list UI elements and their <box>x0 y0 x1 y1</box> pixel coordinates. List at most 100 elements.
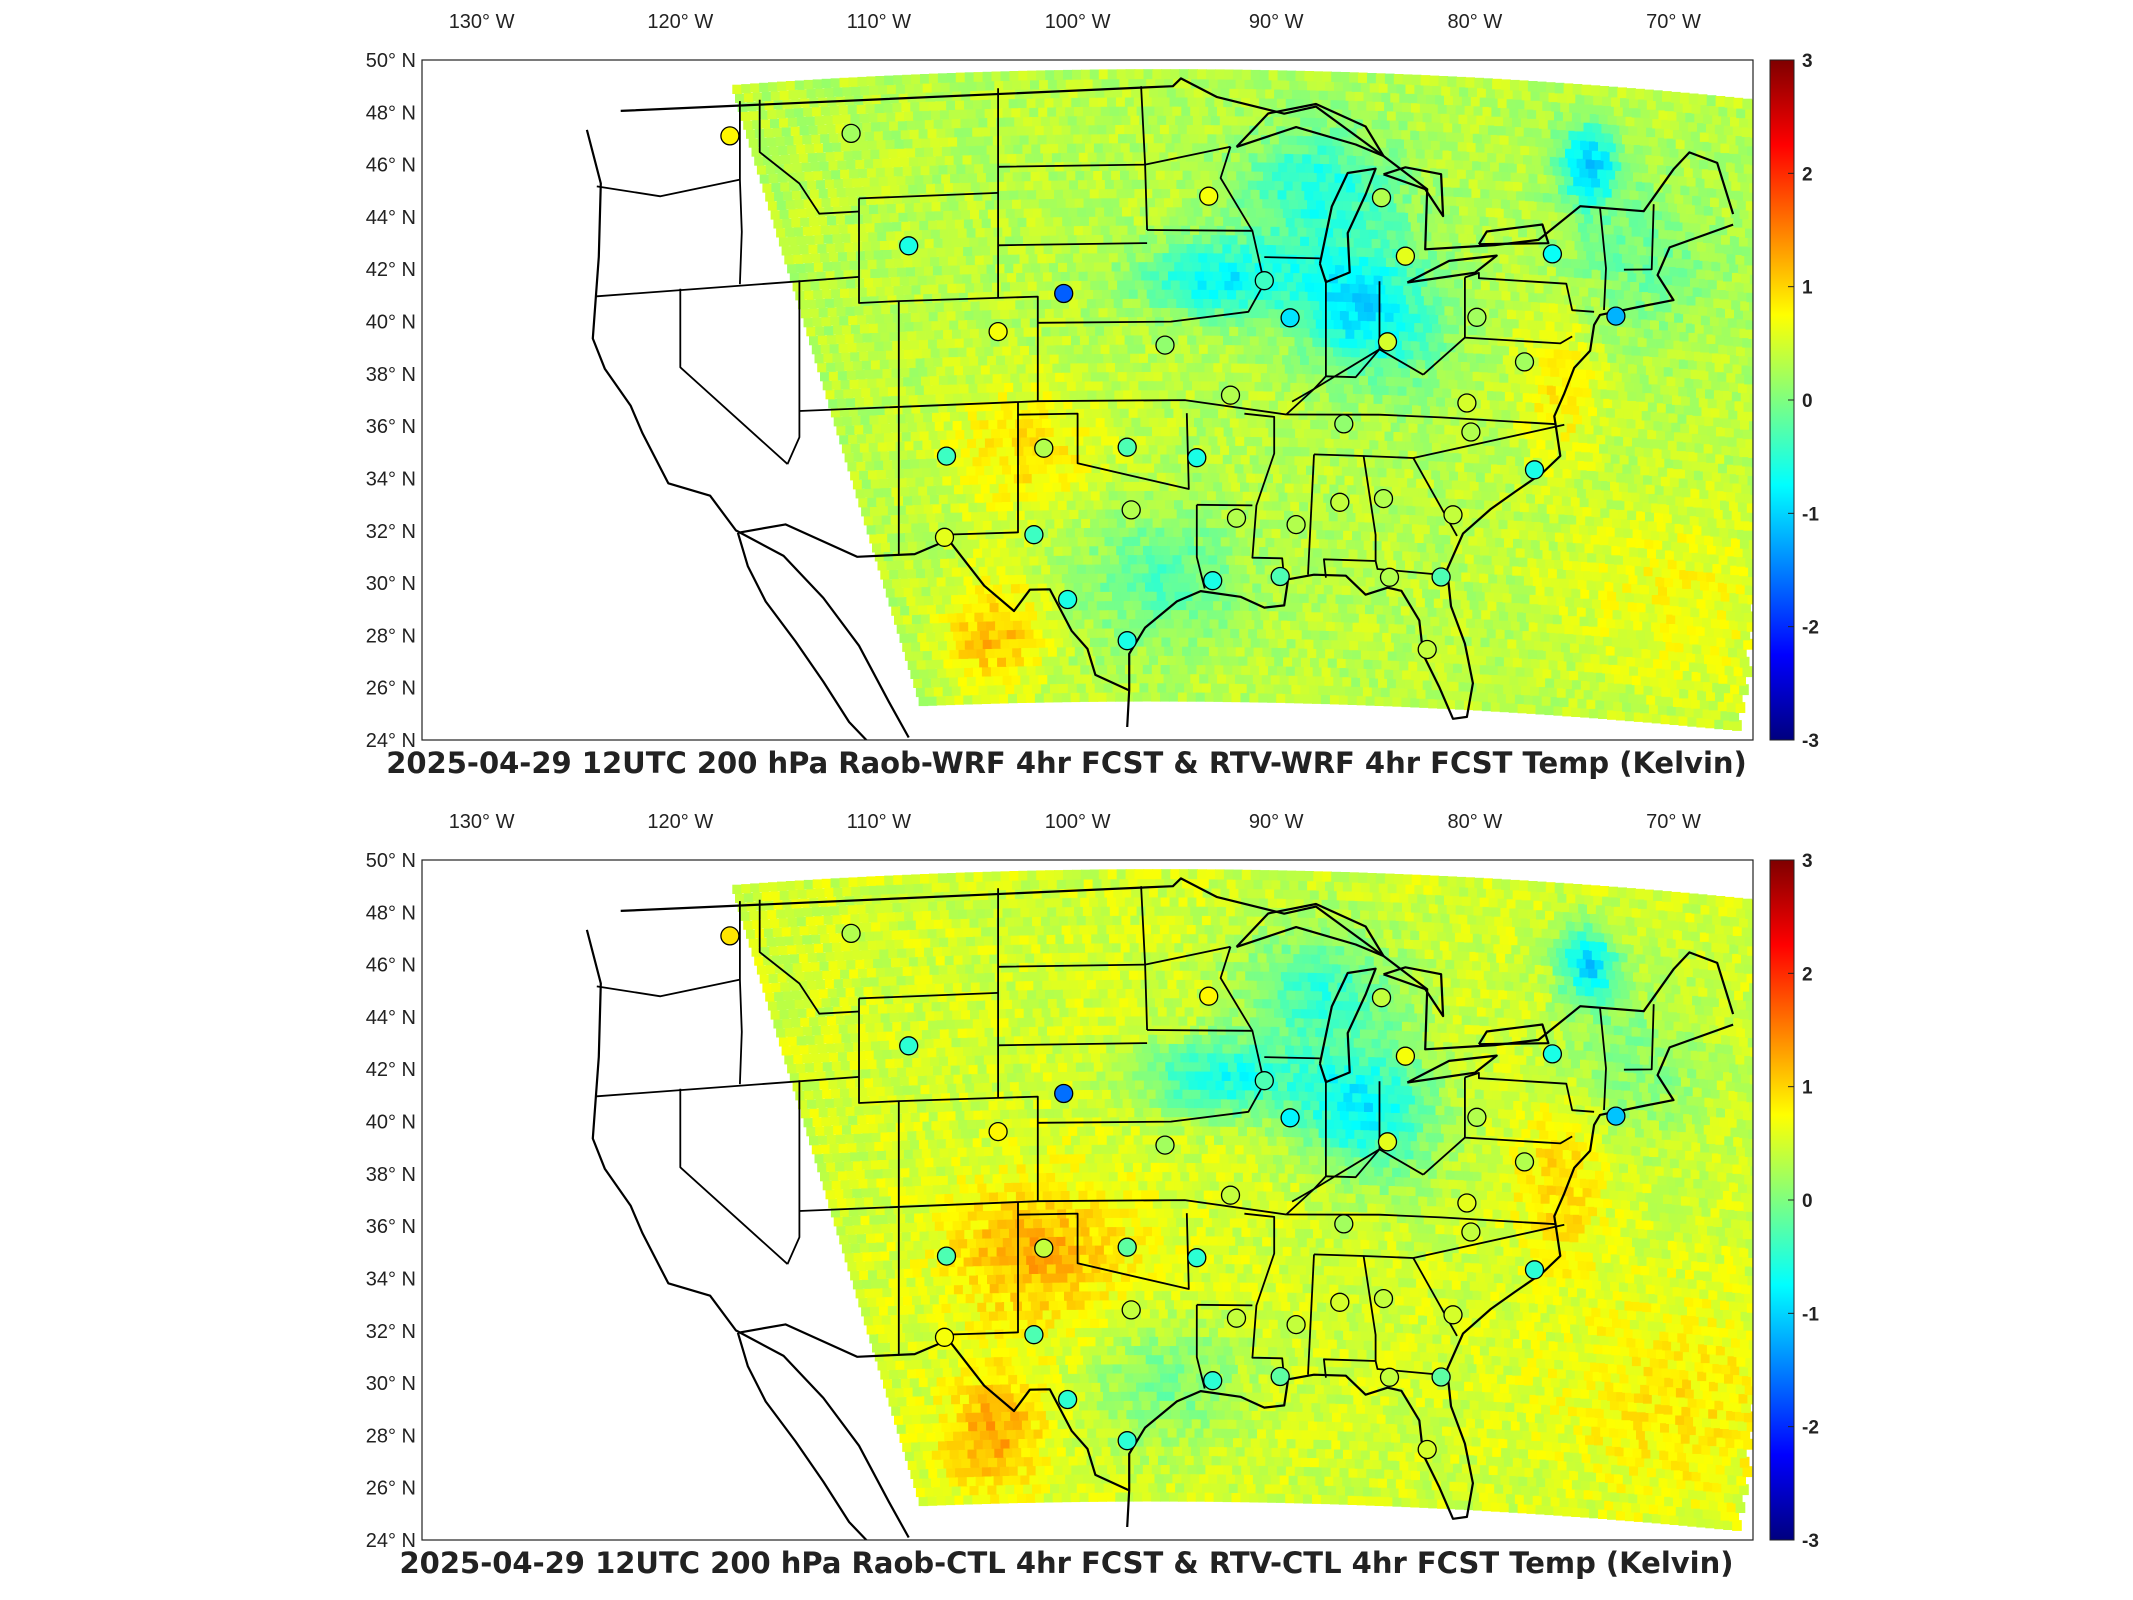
latitude-label: 28° N <box>366 1425 416 1447</box>
latitude-label: 48° N <box>366 902 416 924</box>
raob-station-marker <box>1377 1132 1398 1152</box>
wrf-panel: 130° W 120° W 110° W 100° W 90° W 80° W 70° W 5… <box>366 11 1820 780</box>
wrf-panel-title: 2025-04-29 12UTC 200 hPa Raob-WRF 4hr FC… <box>386 746 1747 780</box>
raob-station-marker <box>1117 1431 1137 1451</box>
raob-station-marker <box>1254 271 1274 291</box>
latitude-label: 24° N <box>366 730 416 752</box>
latitude-label: 46° N <box>366 955 416 977</box>
raob-station-marker <box>1443 505 1463 525</box>
raob-station-marker <box>1226 1308 1247 1328</box>
longitude-label: 110° W <box>847 11 911 33</box>
raob-station-marker <box>841 123 861 144</box>
raob-station-marker <box>1286 1314 1306 1335</box>
longitude-label: 100° W <box>1045 11 1111 33</box>
latitude-label: 24° N <box>366 1530 416 1552</box>
raob-station-marker <box>1121 500 1141 520</box>
raob-station-marker <box>988 321 1008 342</box>
raob-station-marker <box>936 1246 957 1266</box>
raob-station-marker <box>841 923 861 944</box>
raob-station-marker <box>720 126 740 146</box>
raob-station-marker <box>1220 1185 1241 1205</box>
raob-station-marker <box>934 527 955 547</box>
longitude-label: 80° W <box>1448 811 1503 833</box>
raob-station-marker <box>1606 306 1626 326</box>
raob-station-marker <box>1203 1371 1223 1391</box>
raob-station-marker <box>1379 567 1400 587</box>
colorbar-tick-label: 0 <box>1802 1191 1813 1212</box>
latitude-label: 38° N <box>366 1164 416 1186</box>
latitude-label: 40° N <box>366 1112 416 1134</box>
raob-station-marker <box>1187 1248 1207 1268</box>
raob-station-marker <box>1395 246 1416 266</box>
longitude-label: 110° W <box>847 811 911 833</box>
raob-station-marker <box>1057 589 1078 610</box>
colorbar-tick-label: 2 <box>1802 964 1813 985</box>
latitude-label: 36° N <box>366 416 416 438</box>
raob-station-marker <box>1199 186 1219 206</box>
latitude-label: 30° N <box>366 1373 416 1395</box>
colorbar-tick-label: 0 <box>1802 391 1813 412</box>
longitude-label: 70° W <box>1646 811 1701 833</box>
latitude-label: 34° N <box>366 1269 416 1291</box>
raob-station-marker <box>1117 437 1137 457</box>
colorbar-tick-label: 1 <box>1802 278 1813 299</box>
latitude-label: 42° N <box>366 259 416 281</box>
latitude-label: 38° N <box>366 364 416 386</box>
raob-station-marker <box>1117 1237 1137 1257</box>
raob-station-marker <box>1034 1238 1054 1258</box>
raob-station-marker <box>1467 307 1487 327</box>
raob-station-marker <box>1542 244 1563 264</box>
raob-station-marker <box>1457 1193 1477 1213</box>
map-outlines <box>585 77 1735 740</box>
ctl-panel: 130° W 120° W 110° W 100° W 90° W 80° W 70° W 5… <box>0 800 2133 1600</box>
raob-station-marker <box>1371 188 1392 208</box>
colorbar-tick-label: -3 <box>1802 731 1819 752</box>
longitude-label: 120° W <box>647 811 713 833</box>
latitude-label: 42° N <box>366 1059 416 1081</box>
latitude-label: 50° N <box>366 850 416 872</box>
longitude-label: 120° W <box>647 11 713 33</box>
latitude-label: 32° N <box>366 1321 416 1343</box>
raob-station-marker <box>1334 1214 1354 1234</box>
latitude-label: 40° N <box>366 312 416 334</box>
raob-station-marker <box>1187 448 1207 468</box>
raob-station-marker <box>1280 308 1300 328</box>
raob-station-marker <box>1280 1108 1300 1128</box>
raob-station-marker <box>936 446 957 466</box>
latitude-label: 36° N <box>366 1216 416 1238</box>
raob-station-marker <box>1270 1366 1290 1387</box>
longitude-label: 70° W <box>1646 11 1701 33</box>
raob-station-marker <box>1117 631 1137 651</box>
longitude-label: 130° W <box>449 11 515 33</box>
ctl-map-figure: 130° W 120° W 110° W 100° W 90° W 80° W 70° W 5… <box>366 811 1820 1552</box>
colorbar-tick-label: 3 <box>1802 51 1813 72</box>
raob-station-marker <box>934 1327 955 1347</box>
raob-station-marker <box>1226 508 1247 528</box>
raob-station-marker <box>1330 492 1350 512</box>
raob-station-marker <box>720 926 740 946</box>
latitude-label: 44° N <box>366 1007 416 1029</box>
colorbar-tick-label: 2 <box>1802 164 1813 185</box>
raob-station-marker <box>1220 385 1241 405</box>
raob-station-marker <box>1203 571 1223 591</box>
raob-station-marker <box>899 236 919 256</box>
longitude-label: 80° W <box>1448 11 1503 33</box>
latitude-label: 44° N <box>366 207 416 229</box>
latitude-label: 50° N <box>366 50 416 72</box>
raob-station-marker <box>1371 988 1392 1008</box>
raob-station-marker <box>1395 1046 1416 1066</box>
colorbar-tick-label: 1 <box>1802 1078 1813 1099</box>
ctl-panel-title: 2025-04-29 12UTC 200 hPa Raob-CTL 4hr FC… <box>399 1546 1734 1580</box>
raob-station-marker <box>1431 567 1451 587</box>
raob-station-marker <box>1155 1135 1175 1155</box>
temperature-difference-swath <box>732 869 1753 1531</box>
colorbar-tick-label: -2 <box>1802 618 1819 639</box>
longitude-label: 90° W <box>1249 811 1304 833</box>
map-frame <box>421 59 1754 741</box>
temperature-difference-swath <box>732 69 1753 731</box>
latitude-label: 46° N <box>366 155 416 177</box>
raob-station-marker <box>1054 283 1074 304</box>
map-outlines <box>585 877 1735 1540</box>
raob-station-marker <box>1514 1152 1535 1172</box>
longitude-label: 130° W <box>449 811 515 833</box>
